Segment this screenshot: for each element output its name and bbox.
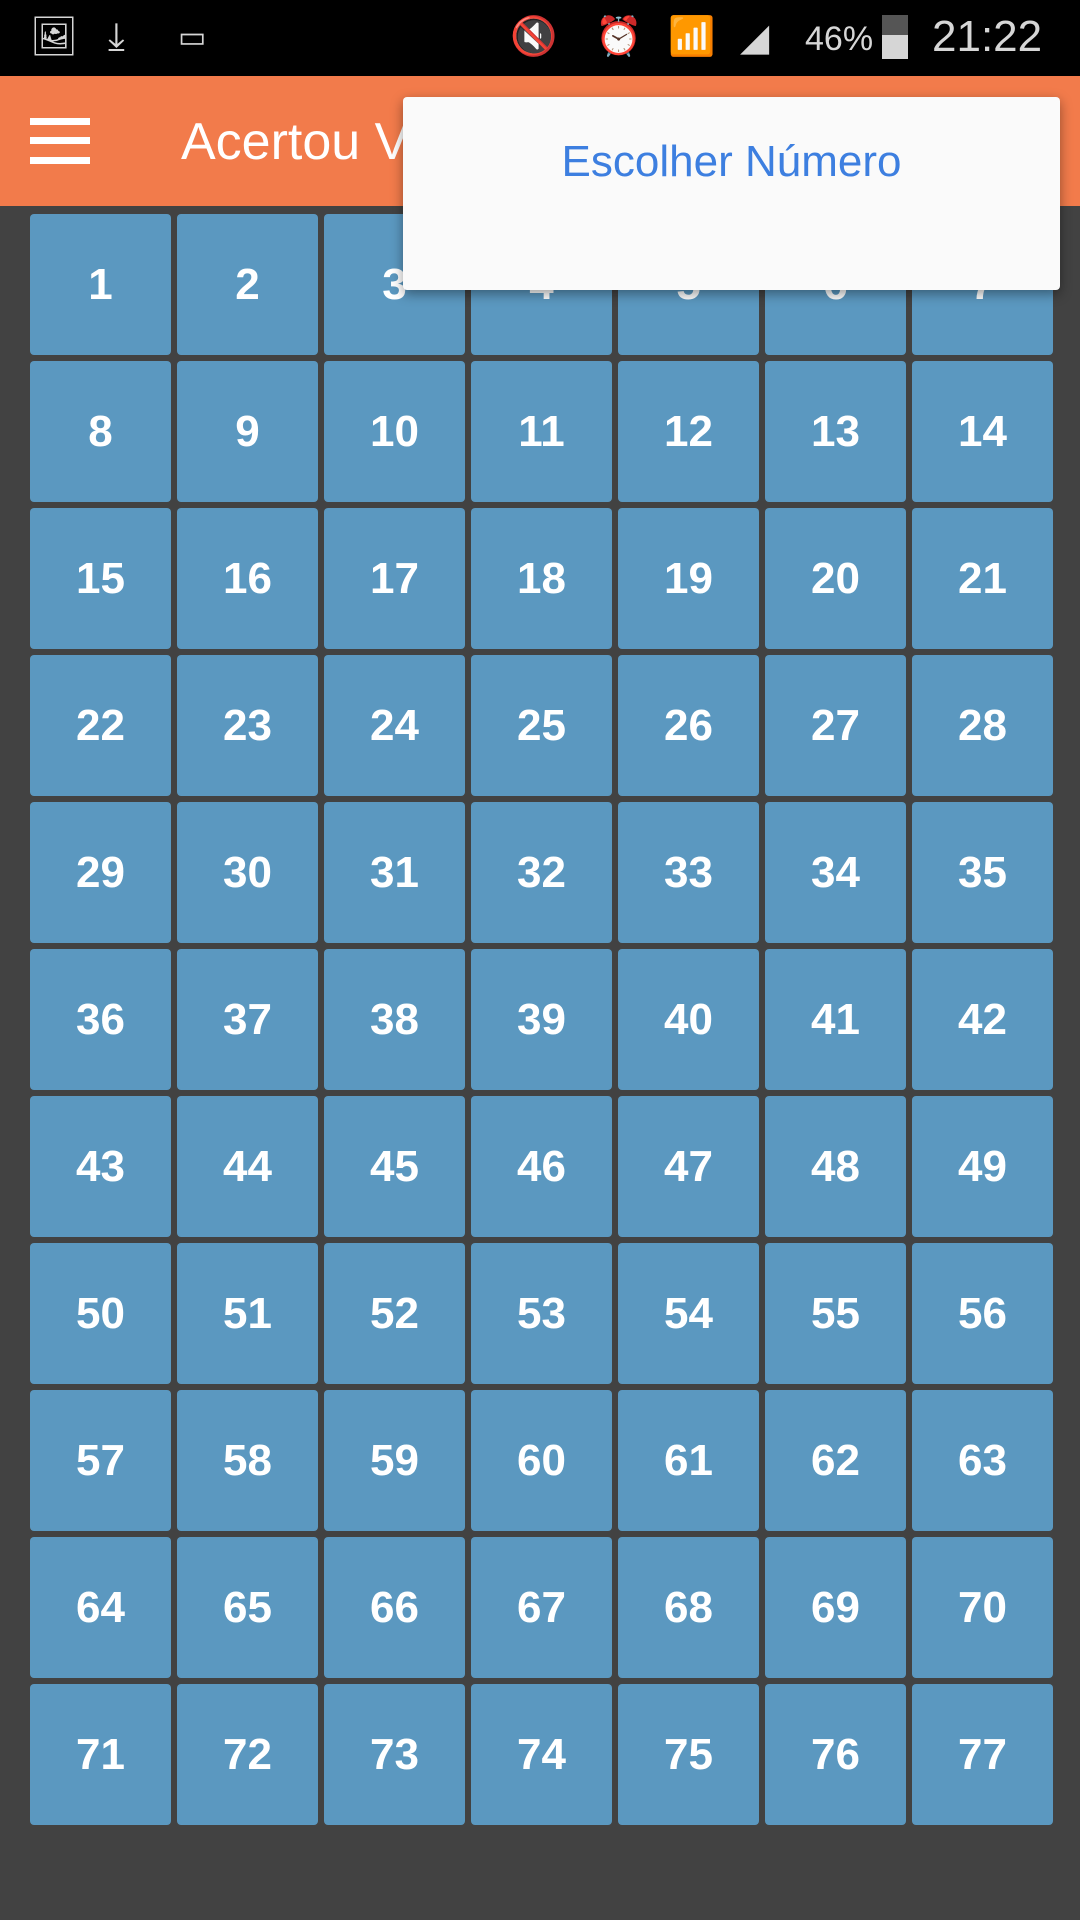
number-cell[interactable]: 17 xyxy=(324,508,465,649)
number-cell[interactable]: 73 xyxy=(324,1684,465,1825)
number-cell[interactable]: 9 xyxy=(177,361,318,502)
number-cell[interactable]: 68 xyxy=(618,1537,759,1678)
menu-item-escolher-numero[interactable]: Escolher Número xyxy=(561,137,902,186)
number-cell[interactable]: 71 xyxy=(30,1684,171,1825)
number-cell[interactable]: 55 xyxy=(765,1243,906,1384)
number-cell[interactable]: 19 xyxy=(618,508,759,649)
number-cell[interactable]: 34 xyxy=(765,802,906,943)
number-cell[interactable]: 41 xyxy=(765,949,906,1090)
number-cell[interactable]: 35 xyxy=(912,802,1053,943)
download-icon: ⤓ xyxy=(108,15,125,58)
menu-icon[interactable] xyxy=(30,118,90,164)
number-cell[interactable]: 48 xyxy=(765,1096,906,1237)
number-cell[interactable]: 40 xyxy=(618,949,759,1090)
number-cell[interactable]: 66 xyxy=(324,1537,465,1678)
gallery-icon: 🖼 xyxy=(30,16,79,58)
number-cell[interactable]: 38 xyxy=(324,949,465,1090)
number-cell[interactable]: 72 xyxy=(177,1684,318,1825)
number-cell[interactable]: 25 xyxy=(471,655,612,796)
number-cell[interactable]: 56 xyxy=(912,1243,1053,1384)
number-cell[interactable]: 50 xyxy=(30,1243,171,1384)
number-cell[interactable]: 1 xyxy=(30,214,171,355)
number-cell[interactable]: 52 xyxy=(324,1243,465,1384)
number-cell[interactable]: 28 xyxy=(912,655,1053,796)
number-cell[interactable]: 36 xyxy=(30,949,171,1090)
number-cell[interactable]: 75 xyxy=(618,1684,759,1825)
number-cell[interactable]: 11 xyxy=(471,361,612,502)
number-cell[interactable]: 57 xyxy=(30,1390,171,1531)
number-cell[interactable]: 13 xyxy=(765,361,906,502)
number-cell[interactable]: 64 xyxy=(30,1537,171,1678)
app-title: Acertou V xyxy=(181,113,410,171)
number-cell[interactable]: 77 xyxy=(912,1684,1053,1825)
number-cell[interactable]: 74 xyxy=(471,1684,612,1825)
number-grid: 1234567891011121314151617181920212223242… xyxy=(30,214,1053,1825)
number-cell[interactable]: 15 xyxy=(30,508,171,649)
number-cell[interactable]: 54 xyxy=(618,1243,759,1384)
number-cell[interactable]: 49 xyxy=(912,1096,1053,1237)
number-cell[interactable]: 65 xyxy=(177,1537,318,1678)
number-cell[interactable]: 58 xyxy=(177,1390,318,1531)
number-cell[interactable]: 37 xyxy=(177,949,318,1090)
number-cell[interactable]: 26 xyxy=(618,655,759,796)
number-cell[interactable]: 30 xyxy=(177,802,318,943)
number-cell[interactable]: 18 xyxy=(471,508,612,649)
number-cell[interactable]: 23 xyxy=(177,655,318,796)
number-cell[interactable]: 2 xyxy=(177,214,318,355)
number-cell[interactable]: 33 xyxy=(618,802,759,943)
number-cell[interactable]: 43 xyxy=(30,1096,171,1237)
number-cell[interactable]: 63 xyxy=(912,1390,1053,1531)
number-cell[interactable]: 59 xyxy=(324,1390,465,1531)
number-cell[interactable]: 60 xyxy=(471,1390,612,1531)
number-cell[interactable]: 45 xyxy=(324,1096,465,1237)
number-cell[interactable]: 22 xyxy=(30,655,171,796)
voicemail-icon: ▭ xyxy=(178,20,207,54)
number-cell[interactable]: 44 xyxy=(177,1096,318,1237)
number-cell[interactable]: 32 xyxy=(471,802,612,943)
number-cell[interactable]: 14 xyxy=(912,361,1053,502)
battery-icon xyxy=(882,14,908,60)
number-cell[interactable]: 42 xyxy=(912,949,1053,1090)
number-cell[interactable]: 16 xyxy=(177,508,318,649)
number-cell[interactable]: 39 xyxy=(471,949,612,1090)
clock: 21:22 xyxy=(932,12,1043,61)
number-cell[interactable]: 10 xyxy=(324,361,465,502)
number-cell[interactable]: 53 xyxy=(471,1243,612,1384)
number-cell[interactable]: 69 xyxy=(765,1537,906,1678)
number-cell[interactable]: 67 xyxy=(471,1537,612,1678)
number-cell[interactable]: 24 xyxy=(324,655,465,796)
number-cell[interactable]: 47 xyxy=(618,1096,759,1237)
mute-icon: 🔇 xyxy=(510,16,558,58)
status-bar: 🖼 ⤓ ▭ 🔇 ⏰ 📶 ◢ 46% 21:22 xyxy=(0,0,1080,76)
wifi-icon: 📶 xyxy=(668,16,716,58)
signal-icon: ◢ xyxy=(740,16,770,59)
number-cell[interactable]: 12 xyxy=(618,361,759,502)
number-cell[interactable]: 31 xyxy=(324,802,465,943)
number-cell[interactable]: 46 xyxy=(471,1096,612,1237)
number-cell[interactable]: 27 xyxy=(765,655,906,796)
number-cell[interactable]: 61 xyxy=(618,1390,759,1531)
number-cell[interactable]: 51 xyxy=(177,1243,318,1384)
overflow-menu: Escolher Número xyxy=(403,97,1060,290)
number-cell[interactable]: 21 xyxy=(912,508,1053,649)
number-cell[interactable]: 29 xyxy=(30,802,171,943)
number-cell[interactable]: 20 xyxy=(765,508,906,649)
battery-percent: 46% xyxy=(805,20,874,58)
number-cell[interactable]: 76 xyxy=(765,1684,906,1825)
number-cell[interactable]: 70 xyxy=(912,1537,1053,1678)
number-cell[interactable]: 8 xyxy=(30,361,171,502)
alarm-icon: ⏰ xyxy=(595,16,643,58)
number-cell[interactable]: 62 xyxy=(765,1390,906,1531)
